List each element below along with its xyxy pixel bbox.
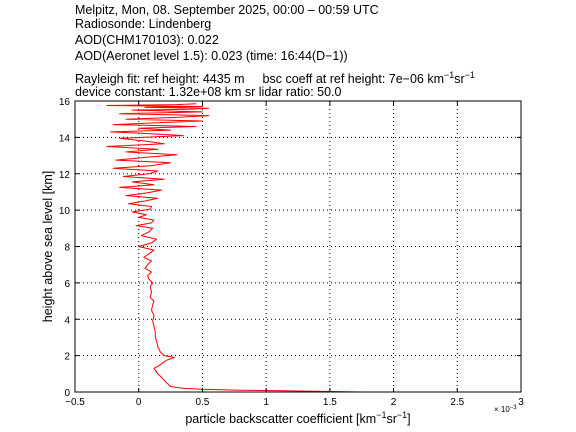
- backscatter-profile-line: [106, 103, 362, 393]
- header-line-device-constant: device constant: 1.32e+08 km sr lidar ra…: [75, 85, 342, 99]
- header-line-location-time: Melpitz, Mon, 08. September 2025, 00:00 …: [75, 3, 379, 17]
- rayleigh-bsc-coeff: bsc coeff at ref height: 7e−06 km−1sr−1: [262, 70, 475, 86]
- x-axis-label: particle backscatter coefficient [km−1sr…: [185, 410, 410, 426]
- x-tick-label: 3: [518, 397, 524, 408]
- x-tick-label: 0: [136, 397, 142, 408]
- y-tick-label: 2: [64, 352, 70, 363]
- x-axis-multiplier: × 10−3: [494, 405, 517, 414]
- x-tick-label: −0.5: [65, 397, 85, 408]
- rayleigh-ref-height: Rayleigh fit: ref height: 4435 m: [75, 72, 245, 86]
- y-tick-label: 0: [64, 388, 70, 399]
- y-tick-label: 14: [59, 133, 71, 144]
- axis-ticks: [74, 100, 522, 393]
- y-tick-label: 16: [59, 97, 71, 108]
- x-tick-label: 2.5: [450, 397, 464, 408]
- header-line-aod-chm: AOD(CHM170103): 0.022: [75, 33, 219, 47]
- y-tick-label: 4: [64, 315, 70, 326]
- x-tick-label: 2: [391, 397, 397, 408]
- x-tick-label: 1.5: [323, 397, 337, 408]
- header-line-aod-aeronet: AOD(Aeronet level 1.5): 0.023 (time: 16:…: [75, 49, 348, 63]
- header-line-rayleigh-fit: Rayleigh fit: ref height: 4435 m bsc coef…: [75, 68, 475, 86]
- grid-lines: [75, 101, 521, 392]
- y-tick-label: 12: [59, 170, 71, 181]
- y-tick-label: 8: [64, 243, 70, 254]
- x-tick-label: 1: [263, 397, 269, 408]
- y-axis-label: height above sea level [km]: [41, 171, 55, 322]
- header-line-radiosonde: Radiosonde: Lindenberg: [75, 17, 212, 31]
- data-series: [106, 103, 362, 393]
- y-tick-label: 6: [64, 279, 70, 290]
- x-tick-label: 0.5: [195, 397, 209, 408]
- y-tick-label: 10: [59, 206, 71, 217]
